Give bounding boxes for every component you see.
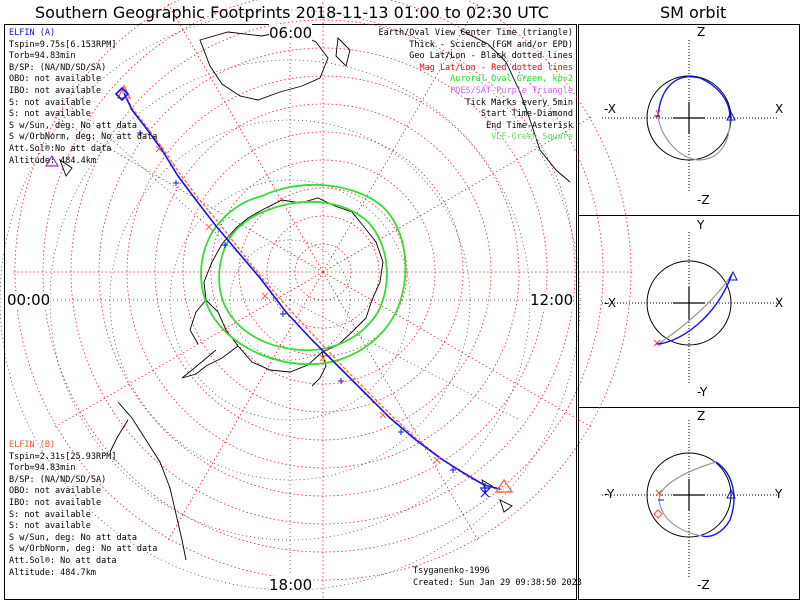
orbit-panel-2 [602, 232, 778, 384]
orbit-3-bottom-label: -Z [697, 578, 710, 592]
info-line: Torb=94.83min [9, 51, 157, 63]
hour-label-bottom: 18:00 [269, 576, 312, 594]
legend-item: Geo Lat/Lon - Black dotted lines [379, 51, 573, 63]
info-line: IBO: not available [9, 498, 157, 510]
hour-label-right: 12:00 [530, 291, 573, 309]
auroral-ovals [201, 185, 405, 364]
info-line: S: not available [9, 109, 157, 121]
info-line: Tspin=2.31s[25.93RPM] [9, 452, 157, 464]
orbit-1-right-label: X [775, 102, 783, 116]
orbit-2-bottom-label: -Y [697, 385, 707, 399]
legend: Earth/Oval View Center Time (triangle) T… [379, 28, 573, 144]
legend-item: POES/SAT-Purple Triangle [379, 86, 573, 98]
info-line: IBO: not available [9, 86, 157, 98]
orbit-panel-1 [602, 40, 778, 192]
legend-item: Auroral Oval-Green, kp=2 [379, 74, 573, 86]
orbit-2-left-label: -X [604, 296, 616, 310]
hour-label-top: 06:00 [269, 24, 312, 42]
orbit-3-top-label: Z [697, 409, 705, 423]
elfin-a-name: ELFIN (A) [9, 28, 157, 40]
orbit-1-left-label: -X [604, 102, 616, 116]
track-tick-marks-b [156, 146, 440, 463]
elfin-b-name: ELFIN (B) [9, 440, 157, 452]
orbit-1-bottom-label: -Z [697, 193, 710, 207]
legend-item: End Time-Asterisk [379, 121, 573, 133]
info-line: S: not available [9, 98, 157, 110]
info-line: S w/OrbNorm, deg: No att data [9, 132, 157, 144]
elfin-b-info: ELFIN (B) Tspin=2.31s[25.93RPM] Torb=94.… [9, 440, 157, 579]
antarctica-coastline [182, 198, 383, 386]
orbit-panel-3 [602, 420, 778, 578]
info-line: B/SP: (NA/ND/SD/SA) [9, 475, 157, 487]
model-credit: Tsyganenko-1996 [413, 566, 490, 578]
info-line: S w/Sun, deg: No att data [9, 533, 157, 545]
orbit-1-top-label: Z [697, 25, 705, 39]
legend-item: Mag Lat/Lon - Red dotted lines [379, 63, 573, 75]
info-line: Altitude: 484.7km [9, 568, 157, 580]
elfin-a-info: ELFIN (A) Tspin=9.75s[6.153RPM] Torb=94.… [9, 28, 157, 167]
info-line: S w/OrbNorm, deg: No att data [9, 544, 157, 556]
info-line: OBO: not available [9, 74, 157, 86]
legend-item: Thick - Science (FGM and/or EPD) [379, 40, 573, 52]
info-line: B/SP: (NA/ND/SD/SA) [9, 63, 157, 75]
legend-item: Start Time-Diamond [379, 109, 573, 121]
legend-item: VLF-Green Square [379, 132, 573, 144]
hour-label-left: 00:00 [7, 291, 50, 309]
legend-item: Tick Marks every 5min [379, 98, 573, 110]
orbit-2-top-label: Y [697, 218, 704, 232]
info-line: Att.Sol®: No att data [9, 556, 157, 568]
info-line: Att.Sol®:No att data [9, 144, 157, 156]
info-line: S: not available [9, 510, 157, 522]
created-timestamp: Created: Sun Jan 29 09:38:50 2023 [413, 578, 582, 590]
info-line: Torb=94.83min [9, 463, 157, 475]
info-line: OBO: not available [9, 486, 157, 498]
elfin-a-track [124, 93, 500, 489]
info-line: S: not available [9, 521, 157, 533]
orbit-2-right-label: X [775, 296, 783, 310]
info-line: S w/Sun, deg: No att data [9, 121, 157, 133]
orbit-3-left-label: -Y [604, 487, 614, 501]
info-line: Tspin=9.75s[6.153RPM] [9, 40, 157, 52]
legend-item: Earth/Oval View Center Time (triangle) [379, 28, 573, 40]
orbit-3-right-label: Y [775, 487, 782, 501]
info-line: Altitude: 484.4km [9, 156, 157, 168]
